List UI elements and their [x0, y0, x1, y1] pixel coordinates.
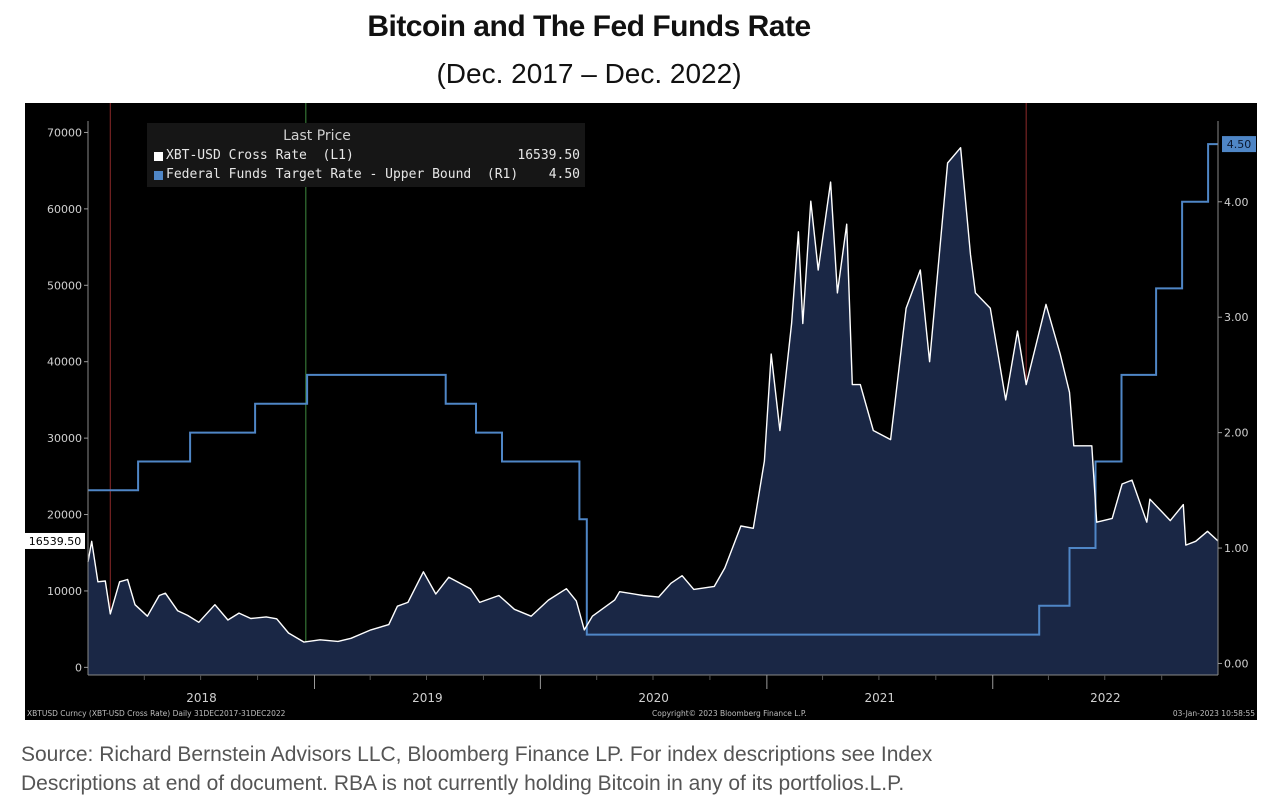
- left-axis-ticks: 0 10000 20000 30000 40000 50000 60000 70000: [47, 126, 88, 674]
- chart-title: Bitcoin and The Fed Funds Rate: [367, 10, 811, 43]
- bottom-right-note: 03-Jan-2023 10:58:55: [1173, 709, 1255, 718]
- chart-svg: 0 10000 20000 30000 40000 50000 60000 70000 0.0…: [25, 103, 1256, 718]
- left-tick-label-3: 30000: [47, 432, 82, 445]
- left-tick-label-1: 10000: [47, 585, 82, 598]
- right-tick-label-0: 0.00: [1224, 657, 1249, 670]
- left-tick-label-0: 0: [75, 661, 82, 674]
- bottom-left-note: XBTUSD Curncy (XBT-USD Cross Rate) Daily…: [27, 709, 286, 718]
- x-tick-label-3: 2021: [865, 691, 896, 705]
- bitcoin-line: [87, 147, 1219, 643]
- source-note-line-1: Source: Richard Bernstein Advisors LLC, …: [21, 743, 933, 766]
- x-tick-label-0: 2018: [186, 691, 217, 705]
- bitcoin-area: [88, 147, 1218, 675]
- left-tick-label-7: 70000: [47, 126, 82, 139]
- source-note: Source: Richard Bernstein Advisors LLC, …: [21, 740, 1261, 798]
- bitcoin-last-value-label: 16539.50: [29, 535, 82, 548]
- x-tick-label-2: 2020: [638, 691, 669, 705]
- fed-funds-line: [88, 143, 1218, 636]
- right-tick-label-4: 4.00: [1224, 196, 1249, 209]
- legend-value-fed-funds: 4.50: [548, 167, 580, 182]
- legend-label-bitcoin: XBT-USD Cross Rate (L1): [166, 148, 354, 163]
- left-tick-label-6: 60000: [47, 203, 82, 216]
- legend-swatch-fed-funds: [154, 171, 163, 180]
- chart-subtitle: (Dec. 2017 – Dec. 2022): [436, 58, 742, 89]
- legend-value-bitcoin: 16539.50: [517, 148, 580, 163]
- right-tick-label-1: 1.00: [1224, 542, 1249, 555]
- left-tick-label-4: 40000: [47, 356, 82, 369]
- right-tick-label-2: 2.00: [1224, 427, 1249, 440]
- bitcoin-last-value-badge: [25, 532, 85, 549]
- x-axis-ticks: 2018 2019 2020 2021 2022: [143, 675, 1163, 705]
- fed-last-value-label: 4.50: [1227, 138, 1252, 151]
- right-axis-ticks: 0.00 1.00 2.00 3.00 4.00: [1218, 196, 1249, 670]
- legend-item-fed-funds: Federal Funds Target Rate - Upper Bound …: [154, 167, 580, 185]
- legend-swatch-bitcoin: [154, 152, 163, 161]
- bottom-center-note: Copyright© 2023 Bloomberg Finance L.P.: [652, 709, 807, 718]
- legend-item-bitcoin: XBT-USD Cross Rate (L1) 16539.50: [154, 148, 580, 166]
- legend-label-fed-funds: Federal Funds Target Rate - Upper Bound …: [166, 167, 519, 182]
- left-tick-label-5: 50000: [47, 279, 82, 292]
- right-tick-label-3: 3.00: [1224, 311, 1249, 324]
- x-tick-label-1: 2019: [412, 691, 443, 705]
- last-value-badges: 16539.50 4.50: [25, 136, 1256, 549]
- legend-header: Last Price: [283, 128, 351, 144]
- x-tick-label-4: 2022: [1090, 691, 1121, 705]
- chart-panel: 0 10000 20000 30000 40000 50000 60000 70000 0.0…: [25, 103, 1257, 720]
- source-note-line-2: Descriptions at end of document. RBA is …: [21, 772, 905, 795]
- fed-last-value-badge: [1222, 136, 1256, 153]
- chart-legend: Last Price XBT-USD Cross Rate (L1) 16539…: [147, 123, 585, 187]
- left-tick-label-2: 20000: [47, 509, 82, 522]
